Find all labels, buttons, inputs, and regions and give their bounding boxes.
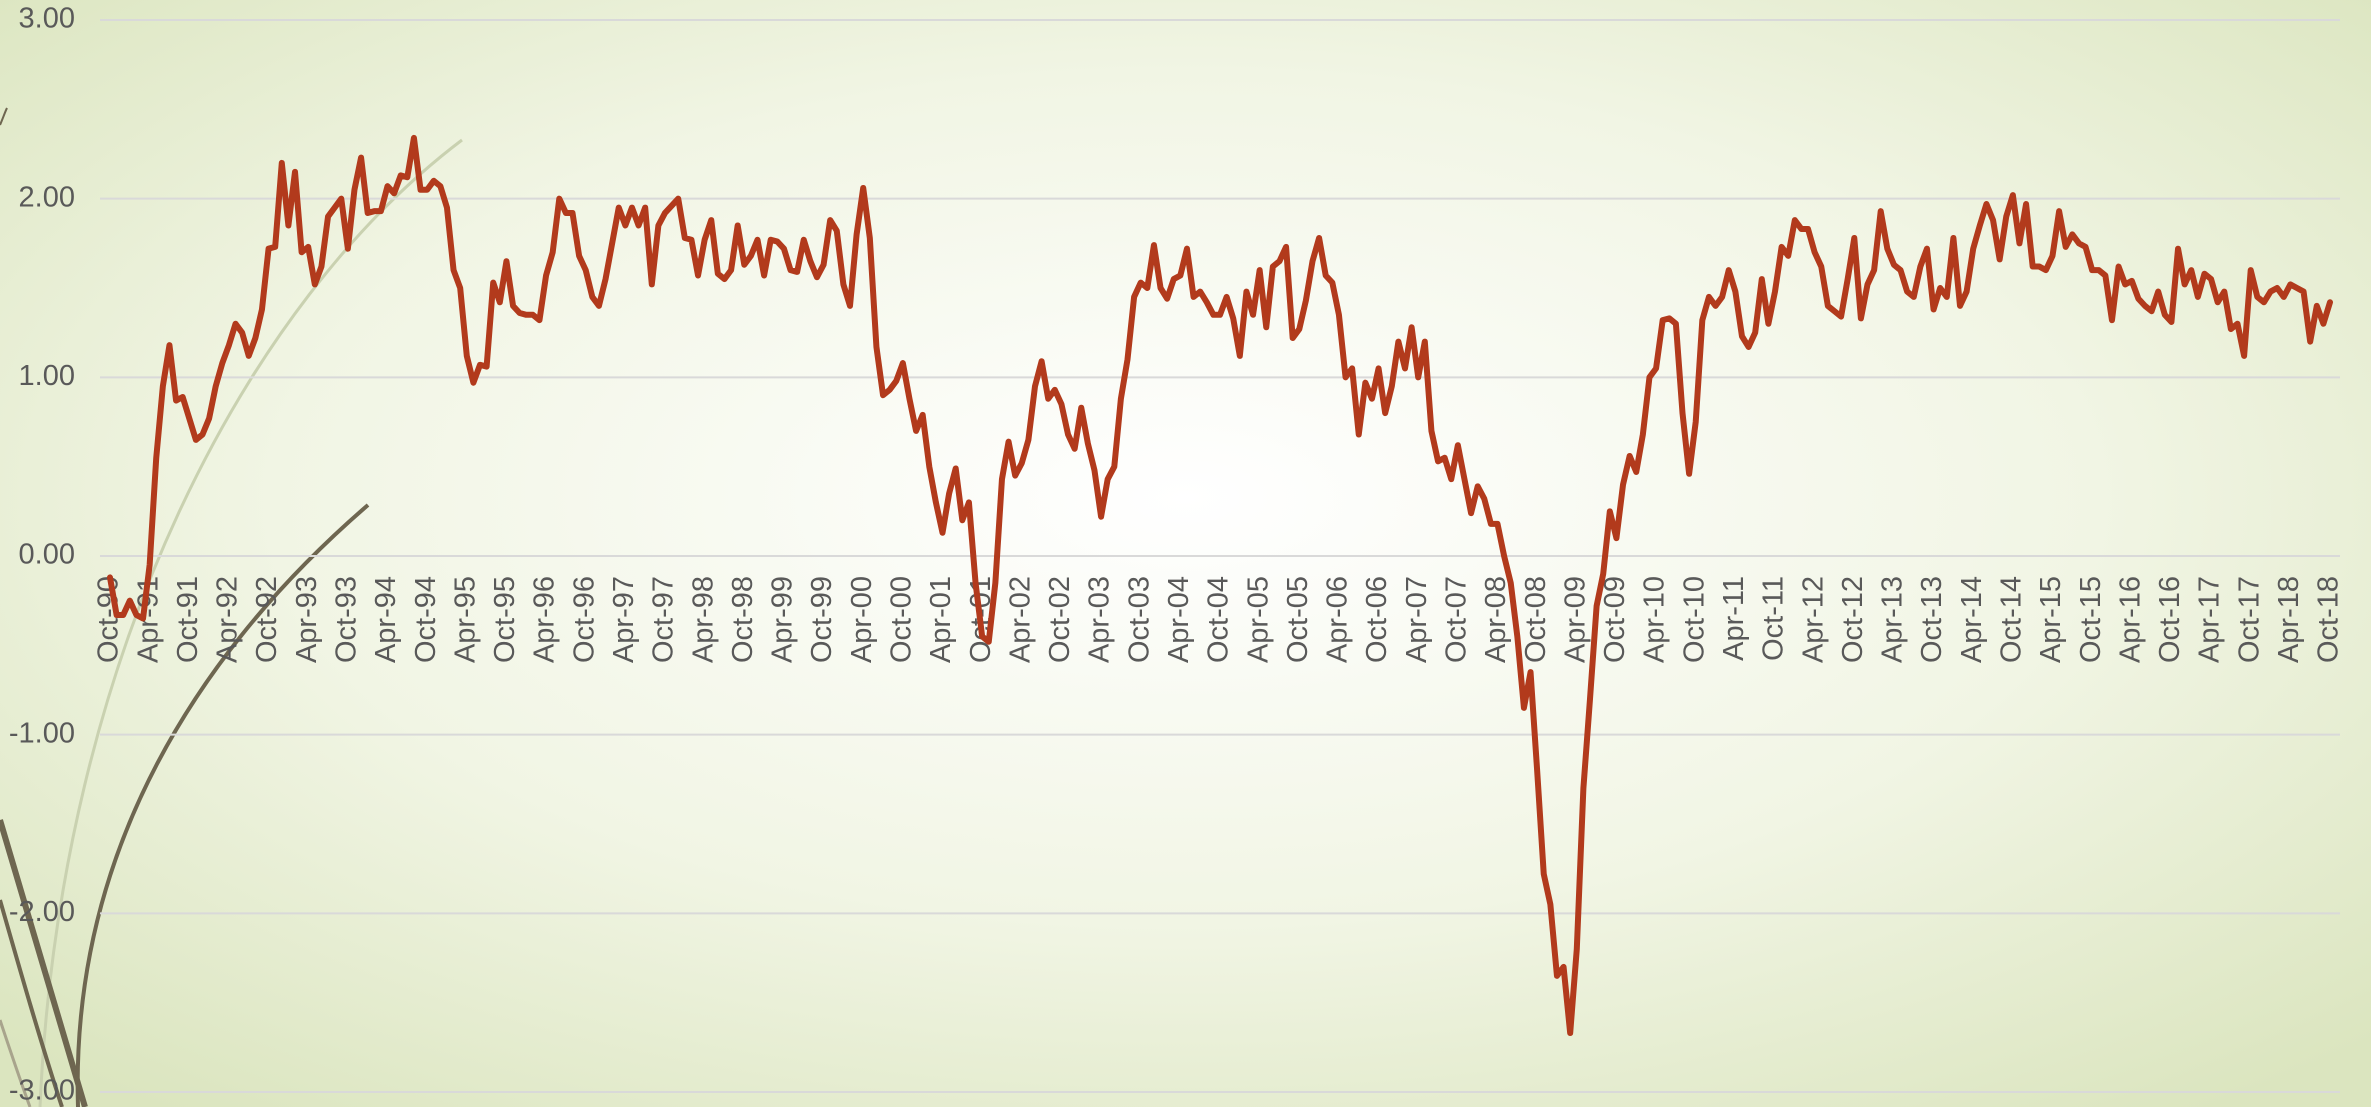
x-tick-label: Oct-18 (2313, 576, 2345, 663)
deco-curve (0, 899, 64, 1107)
x-tick-label: Oct-12 (1837, 576, 1869, 663)
deco-curve (38, 138, 463, 1107)
x-tick-label: Oct-10 (1678, 576, 1710, 663)
x-tick-label: Apr-18 (2273, 576, 2305, 663)
x-tick-label: Apr-10 (1639, 576, 1671, 663)
y-tick-label: -1.00 (9, 717, 75, 749)
x-tick-label: Apr-01 (925, 576, 957, 663)
x-tick-label: Oct-04 (1203, 576, 1235, 663)
x-tick-label: Apr-17 (2194, 576, 2226, 663)
x-tick-label: Apr-96 (529, 576, 561, 663)
x-tick-label: Apr-03 (1084, 576, 1116, 663)
x-tick-label: Oct-90 (93, 576, 125, 663)
x-tick-label: Apr-09 (1559, 576, 1591, 663)
x-tick-label: Oct-02 (1044, 576, 1076, 663)
x-tick-label: Apr-08 (1480, 576, 1512, 663)
x-tick-label: Oct-91 (172, 576, 204, 663)
deco-curve (0, 819, 88, 1107)
x-tick-label: Apr-99 (767, 576, 799, 663)
x-tick-label: Oct-94 (410, 576, 442, 663)
y-tick-label: 0.00 (19, 539, 75, 571)
x-tick-label: Apr-15 (2035, 576, 2067, 663)
x-tick-label: Oct-97 (648, 576, 680, 663)
x-tick-label: Oct-14 (1996, 576, 2028, 663)
y-tick-label: 1.00 (19, 360, 75, 392)
labels: -3.00 -2.00 -1.00 0.00 1.00 2.00 3.00 Oct-90 Apr… (9, 3, 2345, 1107)
x-tick-label: Apr-92 (212, 576, 244, 663)
x-tick-label: Oct-13 (1916, 576, 1948, 663)
x-tick-label: Oct-96 (568, 576, 600, 663)
x-tick-label: Oct-95 (489, 576, 521, 663)
y-tick-label: -3.00 (9, 1075, 75, 1107)
deco-curve (75, 503, 370, 1107)
x-tick-label: Apr-06 (1322, 576, 1354, 663)
x-tick-label: Oct-07 (1441, 576, 1473, 663)
data-line (107, 134, 2333, 1037)
deco-curve (0, 1019, 32, 1107)
x-tick-label: Apr-93 (291, 576, 323, 663)
x-tick-label: Oct-99 (806, 576, 838, 663)
x-tick-label: Apr-16 (2114, 576, 2146, 663)
x-tick-label: Oct-16 (2154, 576, 2186, 663)
x-tick-label: Apr-14 (1956, 576, 1988, 663)
decoration (0, 107, 463, 1107)
x-tick-label: Oct-09 (1599, 576, 1631, 663)
x-tick-label: Apr-05 (1242, 576, 1274, 663)
x-tick-label: Apr-98 (687, 576, 719, 663)
deco-curve (0, 107, 8, 126)
y-tick-label: -2.00 (9, 896, 75, 928)
x-tick-label: Apr-00 (846, 576, 878, 663)
y-tick-label: 3.00 (19, 3, 75, 35)
x-tick-label: Oct-17 (2233, 576, 2265, 663)
x-tick-label: Oct-03 (1123, 576, 1155, 663)
x-tick-label: Oct-93 (331, 576, 363, 663)
x-tick-label: Oct-15 (2075, 576, 2107, 663)
x-tick-label: Oct-05 (1282, 576, 1314, 663)
x-tick-label: Oct-06 (1361, 576, 1393, 663)
y-tick-label: 2.00 (19, 181, 75, 213)
x-tick-label: Apr-04 (1163, 576, 1195, 663)
x-tick-label: Oct-08 (1520, 576, 1552, 663)
x-tick-label: Apr-13 (1877, 576, 1909, 663)
x-tick-label: Oct-92 (251, 576, 283, 663)
x-tick-label: Apr-94 (370, 576, 402, 663)
x-tick-label: Apr-95 (449, 576, 481, 663)
x-tick-label: Apr-02 (1004, 576, 1036, 663)
x-tick-label: Apr-11 (1718, 576, 1750, 661)
plot (107, 134, 2333, 1037)
x-tick-label: Apr-97 (608, 576, 640, 663)
x-tick-label: Oct-00 (886, 576, 918, 663)
x-tick-label: Oct-11 (1758, 576, 1790, 661)
x-tick-label: Oct-98 (727, 576, 759, 663)
x-tick-label: Apr-07 (1401, 576, 1433, 663)
x-tick-label: Apr-12 (1797, 576, 1829, 663)
